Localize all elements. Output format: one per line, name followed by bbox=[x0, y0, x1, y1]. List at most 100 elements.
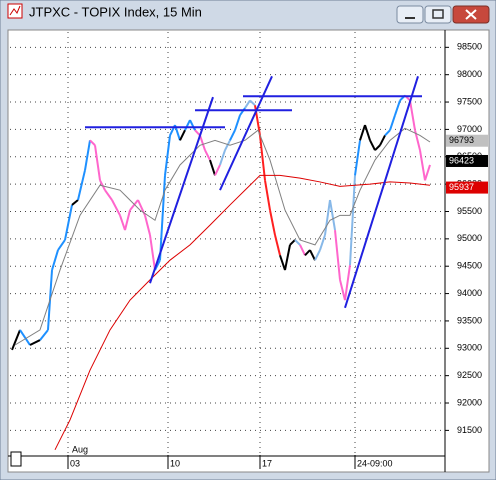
price-segment bbox=[419, 150, 426, 181]
price-segment bbox=[364, 124, 371, 141]
price-segment bbox=[264, 180, 271, 211]
price-segment bbox=[344, 264, 351, 301]
price-segment bbox=[349, 175, 356, 266]
price-segment bbox=[179, 129, 186, 141]
last-price-box bbox=[446, 134, 488, 147]
price-segment bbox=[71, 199, 79, 206]
y-tick-label: 93000 bbox=[457, 343, 482, 353]
price-segment bbox=[259, 135, 266, 181]
price-segment bbox=[104, 189, 113, 201]
price-segment bbox=[219, 149, 226, 166]
minimize-button[interactable] bbox=[396, 5, 424, 24]
trendline bbox=[149, 96, 214, 284]
price-segment bbox=[149, 234, 156, 271]
price-segment bbox=[374, 144, 381, 151]
price-segment bbox=[29, 339, 41, 346]
month-label: Aug bbox=[72, 444, 88, 454]
last-price-label: 96793 bbox=[449, 135, 474, 145]
price-segment bbox=[299, 244, 306, 256]
y-tick-label: 94000 bbox=[457, 288, 482, 298]
maximize-button[interactable] bbox=[424, 5, 452, 24]
price-segment bbox=[284, 244, 291, 271]
price-segment bbox=[184, 119, 191, 131]
plot: 91500 92000 92500 93000 93500 94000 94500 95000… bbox=[10, 32, 488, 469]
price-segment bbox=[249, 99, 256, 107]
y-tick-label: 95000 bbox=[457, 233, 482, 243]
price-segment bbox=[64, 204, 73, 241]
price-segment bbox=[324, 199, 331, 236]
price-segment bbox=[339, 279, 346, 301]
price-segment bbox=[394, 100, 401, 116]
price-segment bbox=[384, 129, 391, 137]
price-segment bbox=[354, 140, 361, 176]
y-tick-label: 95500 bbox=[457, 206, 482, 216]
scroll-box[interactable] bbox=[10, 451, 22, 467]
price-segment bbox=[144, 215, 151, 236]
last-price-box bbox=[446, 154, 488, 167]
price-segment bbox=[119, 214, 126, 231]
price-segment bbox=[314, 249, 321, 261]
y-tick-label: 93500 bbox=[457, 315, 482, 325]
price-segment bbox=[99, 179, 106, 191]
y-tick-label: 97500 bbox=[457, 96, 482, 106]
price-segment bbox=[334, 229, 341, 280]
price-segment bbox=[194, 129, 201, 137]
y-tick-label: 98500 bbox=[457, 42, 482, 52]
moving-average bbox=[14, 127, 431, 346]
x-tick-label: 17 bbox=[262, 458, 272, 468]
price-segment bbox=[77, 169, 86, 201]
trendline bbox=[219, 75, 273, 191]
price-segment bbox=[239, 107, 246, 116]
y-tick-label: 94500 bbox=[457, 261, 482, 271]
price-segment bbox=[224, 139, 231, 151]
price-segment bbox=[164, 135, 171, 176]
price-segment bbox=[209, 159, 216, 176]
trendline bbox=[344, 76, 419, 309]
price-segment bbox=[244, 99, 251, 109]
price-segment bbox=[39, 329, 49, 341]
price-segment bbox=[279, 254, 286, 271]
price-segment bbox=[89, 139, 96, 146]
price-segment bbox=[234, 114, 241, 131]
price-segment bbox=[111, 199, 121, 216]
maximize-glyph bbox=[432, 9, 444, 19]
price-segment bbox=[274, 234, 281, 256]
price-segment bbox=[379, 134, 386, 146]
x-tick-label: 24-09:00 bbox=[357, 458, 393, 468]
price-segment bbox=[229, 129, 236, 141]
x-tick-label: 03 bbox=[70, 458, 80, 468]
price-segment bbox=[84, 140, 91, 171]
price-segment bbox=[199, 135, 206, 151]
price-segment bbox=[409, 100, 416, 131]
y-tick-label: 92500 bbox=[457, 370, 482, 380]
price-segment bbox=[94, 145, 101, 181]
y-tick-label: 97000 bbox=[457, 124, 482, 134]
price-segment bbox=[319, 234, 326, 251]
price-segment bbox=[11, 329, 21, 351]
last-price-box bbox=[446, 181, 488, 194]
price-segment bbox=[369, 139, 376, 151]
price-segment bbox=[294, 239, 301, 246]
close-glyph bbox=[465, 9, 477, 20]
price-segment bbox=[359, 124, 366, 141]
price-segment bbox=[214, 164, 221, 176]
moving-average bbox=[54, 174, 431, 451]
price-segment bbox=[329, 199, 336, 231]
price-segment bbox=[309, 249, 316, 261]
last-price-label: 96423 bbox=[449, 155, 474, 165]
price-segment bbox=[189, 119, 196, 131]
y-tick-label: 92000 bbox=[457, 397, 482, 407]
price-segment bbox=[57, 239, 66, 251]
price-segment bbox=[389, 114, 396, 131]
price-segment bbox=[304, 249, 311, 256]
price-segment bbox=[269, 209, 276, 236]
last-price-label: 95937 bbox=[449, 182, 474, 192]
x-tick-label: 10 bbox=[170, 458, 180, 468]
price-segment bbox=[129, 199, 139, 211]
price-segment bbox=[204, 149, 211, 161]
price-segment bbox=[51, 249, 59, 271]
price-segment bbox=[289, 239, 296, 246]
y-tick-label: 98000 bbox=[457, 69, 482, 79]
window-title: JTPXC - TOPIX Index, 15 Min bbox=[29, 4, 202, 19]
